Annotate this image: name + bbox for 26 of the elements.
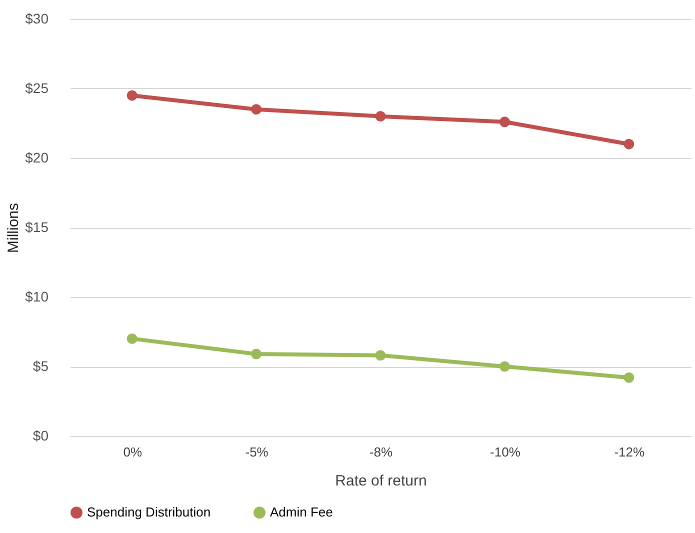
point [126, 90, 138, 101]
x-tick-label: -10% [490, 444, 521, 460]
x-tick-label: -8% [369, 444, 393, 460]
point [624, 138, 634, 150]
legend-label: Spending Distribution [87, 504, 211, 520]
x-tick-label: -12% [614, 444, 646, 460]
x-tick-label: 0% [123, 444, 142, 460]
x-tick-label: -5% [245, 444, 269, 460]
point [375, 350, 386, 361]
point [126, 333, 138, 344]
y-tick-label: $0 [32, 428, 49, 444]
point [499, 361, 510, 372]
y-tick-label: $5 [32, 358, 49, 374]
y-tick-label: $20 [25, 150, 49, 166]
point [375, 111, 386, 122]
point [251, 348, 262, 360]
legend-label: Admin Fee [270, 504, 333, 520]
x-axis-title: Rate of return [335, 472, 427, 490]
y-tick-label: $10 [25, 288, 49, 304]
point [499, 116, 510, 128]
point [624, 372, 634, 383]
y-tick-label: $30 [25, 10, 49, 26]
y-tick-label: $15 [25, 219, 49, 235]
point [251, 104, 262, 115]
y-axis-title: Millions [5, 202, 22, 254]
y-tick-label: $25 [25, 80, 49, 96]
